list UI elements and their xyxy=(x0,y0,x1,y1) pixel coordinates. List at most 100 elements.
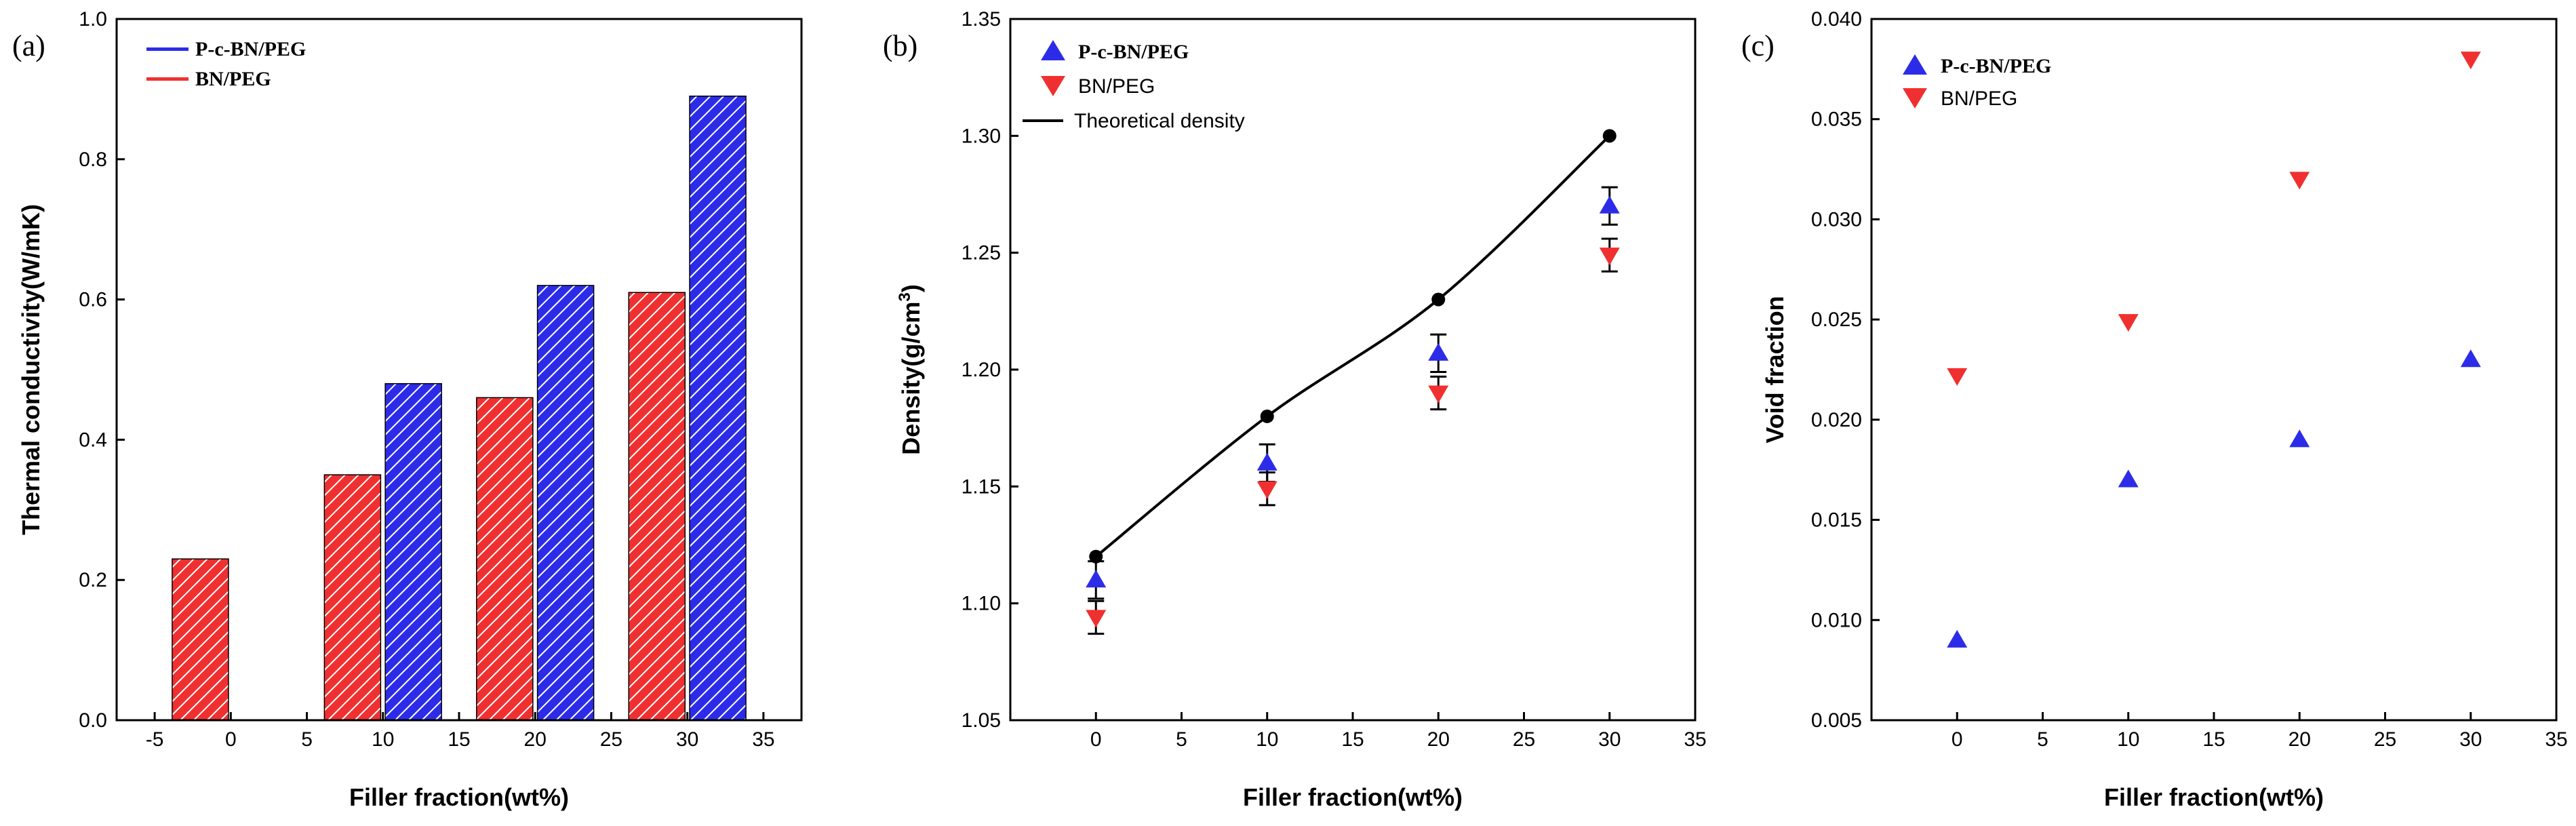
point-bn-0 xyxy=(1086,610,1107,628)
panel-a-legend-swatch-bn xyxy=(146,77,189,81)
y-tick-label: 0.010 xyxy=(1811,609,1862,631)
bar-bn-18 xyxy=(476,397,534,721)
panel-a-x-ticks: -5 0 5 10 15 20 25 30 35 xyxy=(146,712,775,751)
x-tick-label: 10 xyxy=(1256,728,1278,751)
panel-b-y-ticks: 1.05 1.10 1.15 1.20 1.25 1.30 1.35 xyxy=(962,8,1018,732)
panel-b-y-axis-title-sup: 3 xyxy=(896,292,914,301)
x-tick-label: 15 xyxy=(448,728,470,751)
y-tick-label: 0.020 xyxy=(1811,409,1862,431)
x-tick-label: 20 xyxy=(524,728,547,751)
x-tick-label: 25 xyxy=(2374,728,2396,751)
panel-b-legend-label-bn: BN/PEG xyxy=(1078,75,1155,98)
void-point-pcbn-20 xyxy=(2289,429,2310,448)
panel-b-legend-marker-bn xyxy=(1041,76,1065,96)
panel-a-legend: P-c-BN/PEG BN/PEG xyxy=(146,38,306,90)
point-pcbn-10 xyxy=(1256,452,1277,471)
panel-c-legend-marker-bn xyxy=(1903,88,1927,109)
y-tick-label: 1.30 xyxy=(962,125,1001,147)
theoretical-density-point-20 xyxy=(1431,292,1446,307)
x-tick-label: 20 xyxy=(1427,728,1450,751)
y-tick-label: 1.05 xyxy=(962,709,1001,732)
x-tick-label: 0 xyxy=(1090,728,1102,751)
panel-b-x-ticks: 0 5 10 15 20 25 30 35 xyxy=(1090,712,1707,751)
panel-c-y-ticks: 0.005 0.010 0.015 0.020 0.025 0.030 0.035 0.040 xyxy=(1811,8,1880,732)
x-tick-label: 0 xyxy=(1951,728,1963,751)
x-tick-label: 5 xyxy=(1176,728,1187,751)
panel-b-legend-label-theoretical: Theoretical density xyxy=(1074,110,1245,132)
y-tick-label: 0.025 xyxy=(1811,309,1862,331)
x-tick-label: 15 xyxy=(2202,728,2225,751)
y-tick-label: 0.030 xyxy=(1811,208,1862,231)
panel-c-x-ticks: 0 5 10 15 20 25 30 35 xyxy=(1951,712,2568,751)
void-point-pcbn-10 xyxy=(2118,469,2139,488)
theoretical-density-line xyxy=(1094,134,1611,558)
panel-b-legend: P-c-BN/PEG BN/PEG Theoretical density xyxy=(1023,40,1245,132)
y-tick-label: 0.6 xyxy=(79,289,107,311)
theoretical-density-point-0 xyxy=(1089,549,1103,564)
void-point-pcbn-0 xyxy=(1947,629,1968,648)
panel-a-legend-label-bn: BN/PEG xyxy=(195,68,271,90)
panel-c-x-axis-title: Filler fraction(wt%) xyxy=(2104,783,2324,811)
x-tick-label: 15 xyxy=(1341,728,1364,751)
point-pcbn-0 xyxy=(1086,570,1107,588)
point-bn-10 xyxy=(1256,481,1277,499)
panel-a-y-ticks: 0.0 0.2 0.4 0.6 0.8 1.0 xyxy=(79,8,125,732)
y-tick-label: 0.040 xyxy=(1811,8,1862,31)
bar-pcbn-32 xyxy=(689,95,747,721)
x-tick-label: 5 xyxy=(2037,728,2048,751)
panel-b-x-axis-title: Filler fraction(wt%) xyxy=(1243,783,1463,811)
void-point-bn-0 xyxy=(1947,368,1968,386)
x-tick-label: 10 xyxy=(2117,728,2139,751)
y-tick-label: 0.2 xyxy=(79,569,107,591)
panel-c-label: (c) xyxy=(1741,29,1775,62)
panel-c: (c) 0.0050.0100.0150.0200.0250.0300.0350… xyxy=(1741,8,2568,811)
panel-a: (a) 0.00.20.40.60.81.0 -5 0 5 10 15 20 25 30 35 … xyxy=(12,8,803,811)
x-tick-label: 30 xyxy=(2459,728,2482,751)
y-tick-label: 0.0 xyxy=(79,709,107,732)
y-tick-label: 1.25 xyxy=(962,242,1001,264)
x-tick-label: 25 xyxy=(1513,728,1535,751)
x-tick-label: 35 xyxy=(2545,728,2567,751)
panel-c-legend-label-bn: BN/PEG xyxy=(1941,87,2017,110)
y-tick-label: 1.35 xyxy=(962,8,1001,31)
panel-c-marks xyxy=(1947,52,2481,648)
x-tick-label: 35 xyxy=(752,728,774,751)
panel-c-legend: P-c-BN/PEG BN/PEG xyxy=(1903,54,2051,110)
theoretical-density-point-30 xyxy=(1602,129,1617,143)
panel-b-label: (b) xyxy=(883,29,917,62)
panel-c-y-axis-title: Void fraction xyxy=(1761,296,1789,443)
panel-b-y-axis-title-suffix: ) xyxy=(897,284,925,292)
panel-a-x-axis-title: Filler fraction(wt%) xyxy=(349,783,569,811)
bar-bn-28 xyxy=(628,292,686,721)
void-point-bn-20 xyxy=(2289,172,2310,190)
panel-c-plot-frame xyxy=(1870,18,2558,722)
bar-pcbn-22 xyxy=(536,285,595,721)
bar-pcbn-12 xyxy=(384,382,442,721)
panel-a-legend-swatch-pcbn xyxy=(146,47,189,51)
y-tick-label: 1.0 xyxy=(79,8,107,31)
y-tick-label: 1.10 xyxy=(962,593,1001,615)
x-tick-label: 25 xyxy=(600,728,622,751)
x-tick-label: 5 xyxy=(301,728,313,751)
x-tick-label: -5 xyxy=(146,728,164,751)
point-bn-20 xyxy=(1428,385,1449,404)
point-pcbn-20 xyxy=(1428,342,1449,361)
panel-a-legend-label-pcbn: P-c-BN/PEG xyxy=(195,38,306,60)
x-tick-label: 10 xyxy=(372,728,394,751)
panel-b-y-axis-title: Density(g/cm3) xyxy=(896,284,925,454)
panel-b: (b) 1.05 1.10 1.15 1.20 1.25 1.30 1.35 0 5 10 15 2… xyxy=(883,8,1707,811)
y-tick-label: 1.15 xyxy=(962,475,1001,498)
x-tick-label: 30 xyxy=(676,728,698,751)
panel-b-legend-marker-pcbn xyxy=(1041,40,1065,60)
bar-bn-8 xyxy=(323,474,382,721)
y-tick-label: 1.20 xyxy=(962,359,1001,381)
panel-b-legend-label-pcbn: P-c-BN/PEG xyxy=(1078,41,1189,63)
x-tick-label: 35 xyxy=(1684,728,1706,751)
point-bn-30 xyxy=(1599,248,1620,266)
bar-bn--2 xyxy=(172,558,229,721)
void-point-pcbn-30 xyxy=(2460,349,2481,368)
y-tick-label: 0.8 xyxy=(79,149,107,171)
void-point-bn-30 xyxy=(2460,52,2481,70)
panel-b-y-axis-title-prefix: Density(g/cm xyxy=(897,302,925,455)
